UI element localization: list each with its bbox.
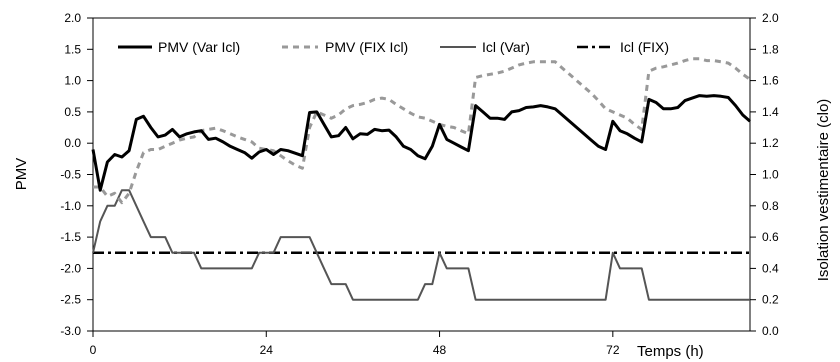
series-icl-var [92,189,750,301]
y2-tick-label: 0.2 [762,293,779,307]
y-axis-title: PMV [13,158,30,191]
y2-tick-label: 0.0 [762,324,779,338]
y2-tick-label: 2.0 [762,11,779,25]
legend-label-icl-fix: Icl (FIX) [620,39,669,55]
series-layer [91,57,751,301]
y-tick-label: 1.5 [64,42,81,56]
y-tick-label: 0.0 [64,136,81,150]
y-tick-label: -3.0 [60,324,81,338]
y-tick-label: 1.0 [64,74,81,88]
y2-tick-label: 1.0 [762,168,779,182]
x-tick-label: 0 [90,343,97,357]
y-tick-label: -1.5 [60,230,81,244]
y-tick-label: -2.5 [60,293,81,307]
series-pmv-fix-icl [93,57,751,205]
legend-label-icl-var: Icl (Var) [482,39,530,55]
y2-tick-label: 0.8 [762,199,779,213]
y-tick-label: 0.5 [64,105,81,119]
y-tick-label: -1.0 [60,199,81,213]
left-axis-ticks: -3.0 -2.5 -2.0 -1.5 -1.0 -0.5 0.0 0.5 1.0 1.5 2.0 [60,11,93,338]
legend-label-pmv-fix: PMV (FIX Icl) [325,39,408,55]
y2-tick-label: 1.2 [762,136,779,150]
legend: PMV (Var Icl) PMV (FIX Icl) Icl (Var) Ic… [118,39,669,55]
plot-frame [92,17,751,332]
y-tick-label: 2.0 [64,11,81,25]
y2-tick-label: 1.8 [762,42,779,56]
y2-axis-title: Isolation vestimentaire (clo) [815,99,832,282]
series-pmv-var-icl [91,94,751,192]
y2-tick-label: 1.6 [762,74,779,88]
x-tick-label: 24 [260,343,274,357]
y2-tick-label: 0.4 [762,261,779,275]
x-axis-title: Temps (h) [637,343,704,360]
x-axis-ticks: 0 24 48 72 [90,331,620,357]
legend-label-pmv-var: PMV (Var Icl) [158,39,240,55]
y-tick-label: -2.0 [60,261,81,275]
y2-tick-label: 1.4 [762,105,779,119]
right-axis-ticks: 0.0 0.2 0.4 0.6 0.8 1.0 1.2 1.4 1.6 1.8 2.0 [750,11,779,338]
y2-tick-label: 0.6 [762,230,779,244]
x-tick-label: 72 [606,343,620,357]
y-tick-label: -0.5 [60,168,81,182]
x-tick-label: 48 [433,343,447,357]
